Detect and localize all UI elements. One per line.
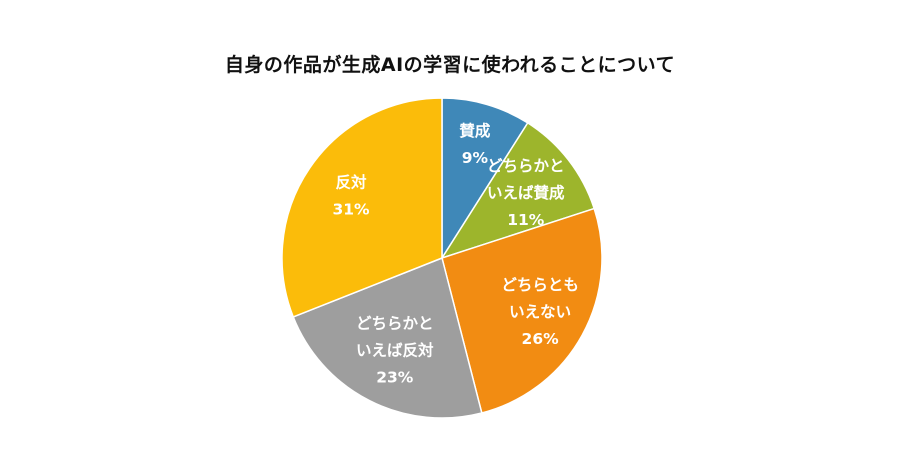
slice-category-label: 賛成 — [459, 121, 491, 140]
slice-label-3: どちらともいえない 26% — [501, 276, 579, 348]
slice-category-label: いえば反対 — [356, 341, 434, 360]
pie-slice-5 — [281, 97, 443, 318]
slice-percent-label: 26% — [522, 330, 560, 348]
slice-category-label: どちらかと — [356, 315, 434, 333]
slice-percent-label: 31% — [332, 201, 370, 219]
slice-category-label: 反対 — [335, 173, 367, 192]
pie-slices — [281, 97, 603, 419]
slice-percent-label: 11% — [507, 211, 545, 229]
slice-percent-label: 9% — [462, 149, 489, 167]
slice-label-5: 反対 31% — [332, 173, 370, 219]
pie-slice-1 — [441, 97, 529, 259]
slice-label-2: どちらかといえば賛成 11% — [487, 157, 565, 229]
pie-slice-2 — [441, 122, 595, 259]
slice-percent-label: 23% — [376, 369, 414, 387]
slice-label-4: どちらかといえば反対 23% — [356, 315, 434, 387]
pie-labels: 賛成 9%どちらかといえば賛成 11%どちらともいえない 26%どちらかといえば反対 2… — [332, 121, 578, 387]
slice-category-label: いえば賛成 — [487, 183, 565, 202]
pie-slice-3 — [441, 207, 603, 414]
slice-category-label: どちらとも — [501, 276, 579, 294]
slice-category-label: どちらかと — [487, 157, 565, 175]
chart-title: 自身の作品が生成AIの学習に使われることについて — [224, 54, 676, 76]
slice-label-1: 賛成 9% — [459, 121, 491, 167]
slice-category-label: いえない — [509, 303, 571, 321]
pie-slice-4 — [292, 257, 483, 419]
